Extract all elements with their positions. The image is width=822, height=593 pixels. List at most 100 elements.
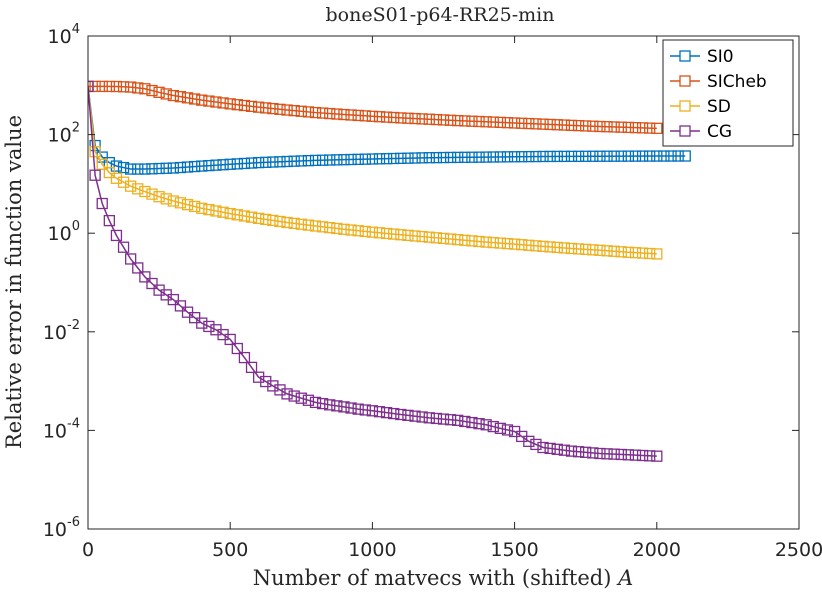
y-axis-label: Relative error in function value [2, 115, 26, 449]
data-point [452, 233, 464, 246]
data-point [181, 161, 194, 173]
data-point [629, 449, 642, 461]
data-point [117, 176, 130, 188]
data-point [416, 411, 428, 423]
x-axis-label-text: Number of matvecs with (shifted) [253, 566, 618, 590]
x-tick-label: 500 [212, 539, 248, 561]
data-point [544, 442, 556, 455]
data-point [302, 106, 315, 118]
data-point [153, 191, 165, 203]
data-point [295, 392, 307, 404]
data-point [644, 247, 656, 260]
data-point [260, 375, 272, 388]
legend: SI0 SICheb SD CG [662, 39, 794, 147]
data-point [316, 154, 329, 166]
data-point [103, 80, 115, 93]
data-point [544, 150, 556, 163]
data-point [352, 403, 364, 415]
data-point [501, 117, 514, 129]
data-point [480, 236, 492, 248]
data-point [480, 151, 492, 163]
data-point [629, 121, 642, 134]
data-point [437, 413, 450, 425]
data-point [153, 86, 165, 98]
data-point [245, 157, 258, 169]
data-point [260, 156, 272, 168]
data-point [516, 117, 528, 129]
data-point [644, 122, 656, 134]
data-point [452, 151, 464, 164]
data-point [373, 227, 386, 239]
data-point [324, 107, 336, 120]
data-point [238, 210, 251, 222]
data-point [281, 104, 293, 116]
data-point [402, 409, 414, 421]
data-point [430, 232, 443, 244]
data-point [324, 154, 336, 166]
data-point [295, 218, 307, 230]
data-point [508, 238, 521, 250]
data-point [267, 156, 279, 168]
data-point [622, 121, 635, 134]
data-point [508, 117, 521, 129]
data-point [196, 317, 208, 329]
data-point [608, 245, 620, 257]
data-point [473, 115, 485, 128]
data-point [587, 120, 599, 132]
series-sd [88, 80, 663, 260]
data-point [110, 80, 123, 93]
data-point [288, 390, 300, 402]
data-point [345, 402, 357, 414]
data-point [395, 229, 407, 241]
data-point [402, 112, 414, 124]
data-point [324, 399, 336, 411]
data-point [416, 230, 428, 243]
data-point [110, 160, 123, 172]
data-point [636, 247, 649, 259]
data-point [558, 150, 571, 163]
data-point [494, 237, 507, 249]
data-point [125, 253, 137, 265]
data-point [416, 113, 428, 125]
data-point [572, 150, 585, 162]
x-tick-label: 2000 [633, 539, 681, 561]
data-point [338, 108, 350, 121]
data-point [210, 205, 222, 217]
data-point [139, 271, 151, 283]
data-point [217, 206, 229, 218]
data-point [96, 158, 108, 170]
data-point [203, 159, 215, 172]
data-point [238, 351, 251, 364]
data-point [316, 221, 329, 233]
data-point [444, 151, 457, 164]
data-point [494, 116, 507, 129]
x-tick-label: 1500 [490, 539, 538, 561]
data-point [558, 119, 571, 131]
data-point [167, 89, 179, 102]
data-point [388, 111, 400, 124]
data-point [366, 110, 379, 122]
data-point [665, 150, 677, 162]
data-point [494, 422, 507, 435]
data-point [224, 207, 236, 220]
data-point [409, 112, 421, 125]
data-point [565, 150, 578, 163]
data-point [423, 113, 435, 125]
data-point [380, 153, 393, 165]
data-point [629, 247, 642, 259]
legend-label: SICheb [707, 72, 767, 92]
x-tick-label: 0 [82, 539, 94, 561]
data-point [295, 105, 307, 117]
data-point [501, 151, 514, 163]
data-point [516, 151, 528, 163]
data-point [359, 110, 371, 122]
data-point [238, 99, 251, 112]
data-point [473, 235, 485, 248]
data-point [388, 407, 400, 420]
data-point [146, 188, 158, 200]
data-point [473, 418, 485, 430]
data-point [295, 155, 307, 167]
data-point [203, 203, 215, 216]
data-point [537, 150, 549, 163]
